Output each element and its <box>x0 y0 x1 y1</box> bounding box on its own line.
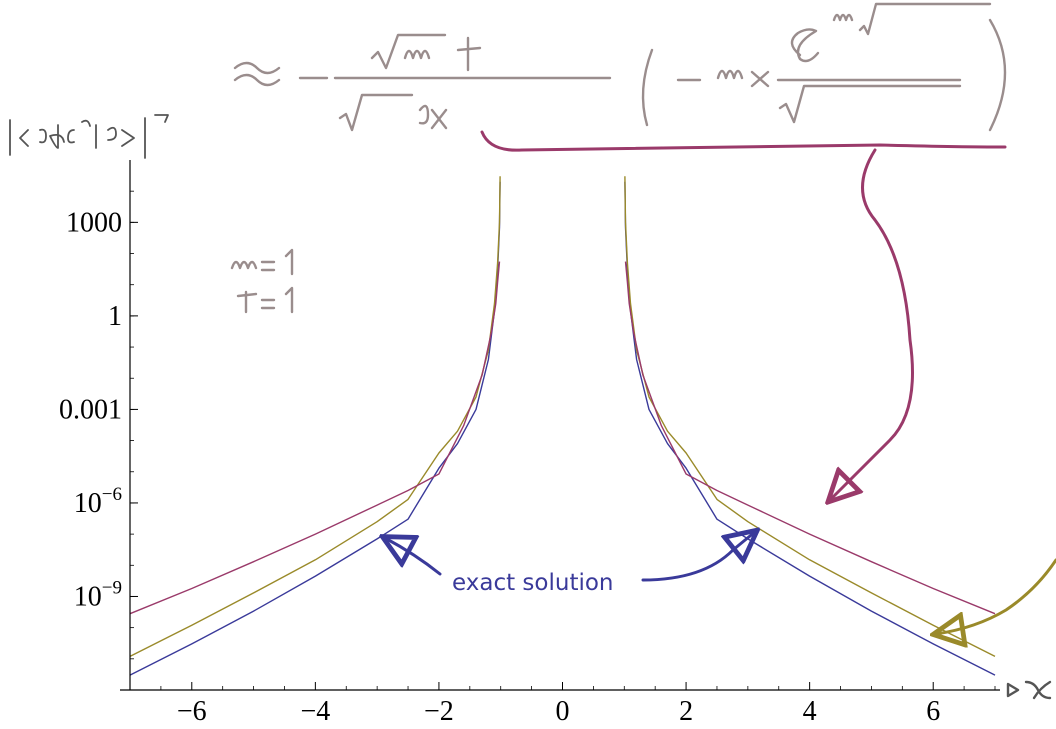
series-2-segment-0 <box>129 261 501 615</box>
x-tick-label: 0 <box>556 696 570 727</box>
y-tick-label: 1000 <box>66 207 122 238</box>
axes <box>120 160 1000 691</box>
x-tick-label: −4 <box>300 696 330 727</box>
x-axis-handwritten-label <box>1006 680 1052 700</box>
handwritten-params <box>230 248 294 314</box>
y-tick-label: 10−9 <box>74 577 122 612</box>
handwritten-formula <box>233 2 1007 132</box>
series-layer <box>129 176 996 676</box>
y-tick-label: 1 <box>108 301 122 332</box>
series-1-segment-0 <box>129 176 501 658</box>
x-tick-label: −6 <box>177 696 207 727</box>
handwritten-ylabel <box>9 114 169 159</box>
x-tick-label: 4 <box>803 696 817 727</box>
series-0-segment-1 <box>624 181 996 676</box>
y-tick-label: 0.001 <box>59 394 122 425</box>
x-tick-label: −2 <box>424 696 454 727</box>
x-tick-label: 2 <box>679 696 693 727</box>
exact-solution-pointers <box>385 532 755 582</box>
ticks: −6 −4 −2 0 2 4 6 1000 1 0.001 10−6 10−9 <box>59 190 996 727</box>
approximation-pointer <box>480 130 1007 500</box>
series-0-segment-0 <box>129 181 501 676</box>
series-1-segment-1 <box>624 176 996 658</box>
x-tick-label: 6 <box>926 696 940 727</box>
exact-solution-label: exact solution <box>452 570 614 596</box>
olive-pointer <box>936 558 1056 634</box>
y-tick-label: 10−6 <box>74 484 122 519</box>
series-2-segment-1 <box>624 261 996 615</box>
